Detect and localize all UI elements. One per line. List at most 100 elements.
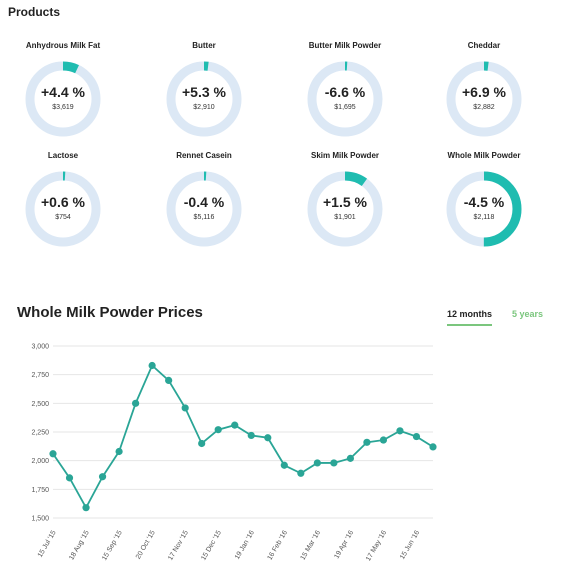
x-tick-label: 20 Oct '15 [135, 529, 157, 560]
data-point[interactable] [264, 434, 272, 442]
donut-ring [307, 61, 383, 137]
donut-ring [446, 171, 522, 247]
price-value: $754 [55, 214, 71, 221]
price-value: $5,116 [193, 214, 215, 221]
change-percent: +4.4 % [41, 84, 85, 100]
data-point[interactable] [313, 459, 321, 467]
donut-fill [446, 61, 522, 137]
donut-fill [25, 61, 101, 137]
product-card[interactable]: Anhydrous Milk Fat +4.4 % $3,619 [0, 40, 133, 137]
y-tick-label: 1,500 [31, 516, 49, 523]
product-card[interactable]: Lactose +0.6 % $754 [0, 150, 133, 247]
product-name: Skim Milk Powder [310, 151, 380, 160]
y-tick-label: 2,750 [31, 372, 49, 379]
data-point[interactable] [363, 438, 371, 446]
donut-chart: +4.4 % $3,619 [25, 61, 101, 137]
donut-fill [166, 171, 242, 247]
product-card[interactable]: Rennet Casein -0.4 % $5,116 [134, 150, 274, 247]
data-point[interactable] [330, 459, 338, 467]
donut-fill [307, 61, 383, 137]
data-point[interactable] [65, 474, 74, 482]
tab-12-months[interactable]: 12 months [446, 309, 492, 326]
price-value: $2,910 [193, 104, 215, 111]
price-series-line [52, 363, 434, 510]
data-point[interactable] [346, 454, 354, 462]
y-tick-label: 2,000 [31, 458, 49, 465]
product-name: Rennet Casein [176, 151, 232, 160]
data-point[interactable] [98, 473, 107, 481]
data-point[interactable] [148, 361, 156, 370]
price-line-chart: 1,500 1,750 2,000 2,250 2,500 2,750 3,000 15 Ju… [31, 344, 437, 562]
data-point[interactable] [165, 376, 173, 384]
data-point[interactable] [412, 432, 421, 441]
donut-fill [25, 171, 101, 247]
price-value: $2,118 [473, 214, 495, 221]
change-percent: -0.4 % [183, 194, 225, 210]
x-tick-label: 17 May '16 [365, 529, 388, 562]
donut-fill [446, 171, 522, 247]
product-card[interactable]: Butter Milk Powder -6.6 % $1,695 [275, 40, 415, 137]
product-card[interactable]: Cheddar +6.9 % $2,882 [414, 40, 554, 137]
donut-chart: -0.4 % $5,116 [166, 171, 242, 247]
data-point[interactable] [231, 421, 239, 429]
change-percent: +6.9 % [462, 84, 506, 100]
change-percent: -4.5 % [463, 194, 505, 210]
y-tick-label: 1,750 [31, 487, 49, 494]
product-name: Anhydrous Milk Fat [25, 41, 101, 50]
y-tick-label: 3,000 [31, 344, 49, 351]
product-name: Butter [192, 41, 216, 50]
data-point[interactable] [297, 469, 305, 477]
data-point[interactable] [247, 431, 255, 440]
product-card[interactable]: Skim Milk Powder +1.5 % $1,901 [275, 150, 415, 247]
data-point[interactable] [379, 436, 388, 444]
product-name: Cheddar [467, 41, 501, 50]
donut-chart: -6.6 % $1,695 [307, 61, 383, 137]
range-tabs: 12 months 5 years [427, 309, 543, 326]
change-percent: +0.6 % [41, 194, 85, 210]
donut-chart: +6.9 % $2,882 [446, 61, 522, 137]
product-card[interactable]: Butter +5.3 % $2,910 [134, 40, 274, 137]
products-title: Products [8, 5, 61, 19]
price-value: $1,695 [334, 104, 356, 111]
product-card[interactable]: Whole Milk Powder -4.5 % $2,118 [414, 150, 554, 247]
data-point[interactable] [49, 450, 57, 458]
donut-fill [166, 61, 242, 137]
data-point[interactable] [429, 443, 437, 451]
donut-chart: +1.5 % $1,901 [307, 171, 383, 247]
x-tick-label: 15 Sep '15 [101, 529, 124, 561]
x-tick-label: 16 Feb '16 [267, 529, 290, 561]
product-name: Whole Milk Powder [447, 151, 521, 160]
x-tick-label: 19 Apr '16 [333, 529, 355, 560]
product-name: Butter Milk Powder [308, 41, 382, 50]
data-point[interactable] [198, 439, 206, 448]
data-point[interactable] [396, 427, 404, 435]
x-tick-label: 17 Nov '15 [167, 529, 190, 561]
donut-chart: -4.5 % $2,118 [446, 171, 522, 247]
donut-fill [307, 171, 383, 247]
chart-title: Whole Milk Powder Prices [17, 304, 203, 321]
donut-ring [25, 171, 101, 247]
x-tick-label: 15 Jul '15 [37, 529, 58, 558]
y-tick-label: 2,250 [31, 430, 49, 437]
tab-5-years[interactable]: 5 years [511, 309, 543, 319]
x-tick-label: 19 Jan '16 [234, 529, 256, 560]
donut-chart: +5.3 % $2,910 [166, 61, 242, 137]
x-tick-label: 15 Dec '15 [200, 529, 223, 561]
change-percent: -6.6 % [324, 84, 366, 100]
data-point[interactable] [214, 426, 222, 434]
data-point[interactable] [181, 404, 189, 412]
data-point[interactable] [115, 447, 123, 456]
price-value: $1,901 [334, 214, 356, 221]
change-percent: +1.5 % [323, 194, 367, 210]
donut-ring [166, 61, 242, 137]
x-tick-label: 18 Aug '15 [68, 529, 91, 561]
x-tick-label: 15 Jun '16 [399, 529, 421, 560]
donut-ring [25, 61, 101, 137]
y-tick-label: 2,500 [31, 401, 49, 408]
donut-chart: +0.6 % $754 [25, 171, 101, 247]
data-point[interactable] [82, 504, 90, 512]
data-point[interactable] [132, 399, 140, 407]
change-percent: +5.3 % [182, 84, 226, 100]
data-point[interactable] [280, 461, 288, 469]
product-name: Lactose [47, 151, 79, 160]
